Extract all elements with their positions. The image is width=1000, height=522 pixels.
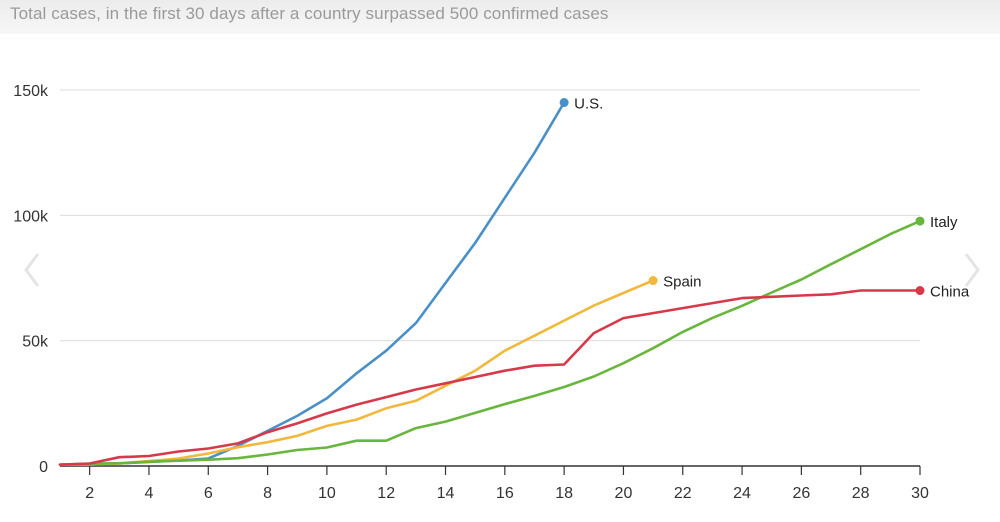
x-tick-label: 2 bbox=[85, 485, 94, 502]
series-line bbox=[58, 101, 566, 467]
series-line bbox=[58, 289, 922, 467]
series-lines bbox=[58, 98, 925, 467]
x-tick-label: 20 bbox=[615, 485, 633, 502]
grid-lines bbox=[60, 89, 920, 342]
series-line bbox=[58, 219, 922, 467]
y-tick-label: 50k bbox=[22, 334, 49, 351]
x-tick-label: 18 bbox=[555, 485, 573, 502]
series-label: Spain bbox=[663, 274, 701, 291]
series-end-marker bbox=[915, 216, 925, 226]
series-end-marker bbox=[915, 286, 925, 296]
x-tick-label: 28 bbox=[852, 485, 870, 502]
x-tick-label: 22 bbox=[674, 485, 692, 502]
x-tick-label: 24 bbox=[733, 485, 751, 502]
x-tick-label: 4 bbox=[145, 485, 154, 502]
x-tick-label: 6 bbox=[204, 485, 213, 502]
chevron-right-icon[interactable] bbox=[962, 250, 982, 290]
y-tick-label: 100k bbox=[13, 208, 49, 225]
x-tick-label: 10 bbox=[318, 485, 336, 502]
chevron-left-icon[interactable] bbox=[22, 250, 42, 290]
x-tick-label: 26 bbox=[792, 485, 810, 502]
x-tick-label: 12 bbox=[377, 485, 395, 502]
x-tick-label: 30 bbox=[911, 485, 929, 502]
series-label: U.S. bbox=[574, 96, 603, 113]
title-bar bbox=[0, 0, 1000, 34]
x-tick-label: 14 bbox=[437, 485, 455, 502]
chart-title: Total cases, in the first 30 days after … bbox=[10, 4, 609, 23]
series-label: Italy bbox=[930, 214, 958, 231]
series-label: China bbox=[930, 284, 970, 301]
y-tick-label: 150k bbox=[13, 83, 49, 100]
series-end-marker bbox=[648, 276, 658, 286]
x-tick-label: 8 bbox=[263, 485, 272, 502]
series-labels: U.S. Spain Italy China bbox=[574, 96, 970, 301]
y-tick-label: 0 bbox=[39, 459, 48, 476]
series-end-marker bbox=[559, 98, 569, 108]
x-tick-label: 16 bbox=[496, 485, 514, 502]
